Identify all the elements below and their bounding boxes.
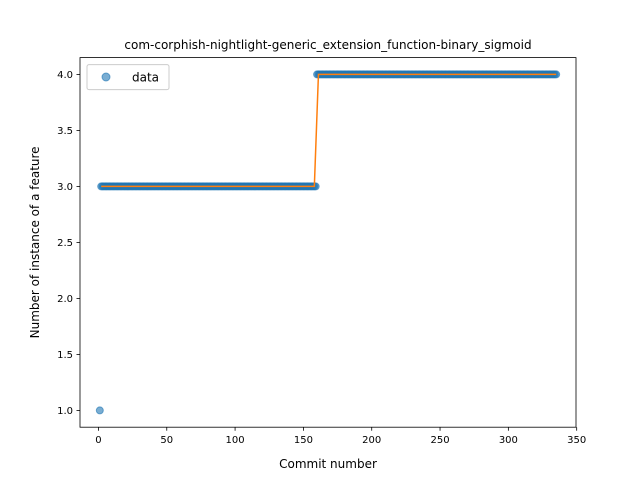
data-point: [95, 406, 104, 415]
x-tick-label: 200: [362, 435, 381, 446]
x-tick-label: 350: [567, 435, 586, 446]
y-tick-label: 1.0: [57, 406, 73, 417]
x-tick-label: 250: [430, 435, 449, 446]
x-tick-label: 100: [226, 435, 245, 446]
x-axis-label: Commit number: [279, 457, 377, 471]
legend-marker-data: [101, 72, 111, 82]
y-tick-label: 3.5: [57, 126, 73, 137]
legend: data: [86, 64, 170, 91]
y-tick-label: 3.0: [57, 182, 73, 193]
y-axis-label: Number of instance of a feature: [28, 146, 42, 338]
chart-title: com-corphish-nightlight-generic_extensio…: [124, 38, 531, 52]
y-tick-label: 1.5: [57, 350, 73, 361]
legend-frame: [86, 64, 170, 91]
fit-line: [101, 73, 557, 188]
x-tick-label: 0: [95, 435, 101, 446]
y-tick-label: 2.5: [57, 238, 73, 249]
y-axis-ticks: 1.0 1.5 2.0 2.5 3.0 3.5 4.0: [57, 70, 80, 417]
x-tick-label: 50: [160, 435, 173, 446]
x-tick-label: 150: [294, 435, 313, 446]
plot-area: [80, 57, 576, 428]
y-tick-label: 4.0: [57, 70, 73, 81]
y-tick-label: 2.0: [57, 294, 73, 305]
legend-label-data: data: [132, 71, 159, 85]
series-layer: [95, 70, 561, 415]
x-axis-ticks: 0 50 100 150 200 250 300 350: [95, 427, 586, 446]
x-tick-label: 300: [499, 435, 518, 446]
